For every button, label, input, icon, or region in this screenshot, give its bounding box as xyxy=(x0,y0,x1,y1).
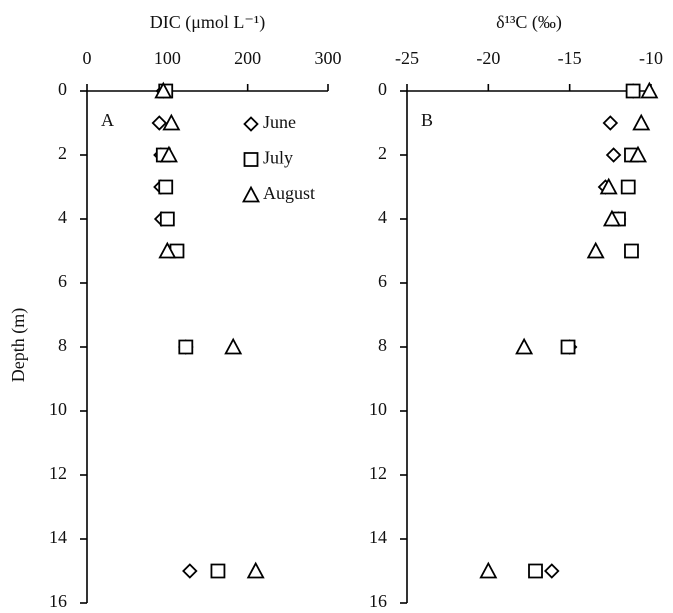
x-tick-label: -20 xyxy=(476,48,500,68)
data-point xyxy=(151,115,168,131)
data-point xyxy=(560,339,576,355)
data-point xyxy=(246,561,265,579)
x-tick-label: -15 xyxy=(558,48,582,68)
data-point xyxy=(158,241,177,259)
y-tick-label: 6 xyxy=(378,271,387,291)
data-point xyxy=(602,115,619,131)
x-tick-label: 100 xyxy=(154,48,181,68)
data-point xyxy=(625,83,641,99)
y-tick-label: 14 xyxy=(369,527,387,547)
x-tick-label: -25 xyxy=(395,48,419,68)
data-point xyxy=(624,243,639,259)
data-point xyxy=(602,209,621,227)
legend-label: June xyxy=(263,112,296,132)
y-tick-label: 0 xyxy=(378,79,387,99)
y-tick-label: 10 xyxy=(369,399,387,419)
data-point xyxy=(162,113,181,131)
data-point xyxy=(599,177,618,195)
data-point xyxy=(528,563,543,579)
panel-label: A xyxy=(101,110,114,130)
data-point xyxy=(158,179,174,195)
y-tick-label: 0 xyxy=(58,79,67,99)
y-tick-label: 2 xyxy=(378,143,387,163)
panel-label: B xyxy=(421,110,433,130)
data-point xyxy=(620,179,636,195)
x-tick-label: 300 xyxy=(315,48,342,68)
data-point xyxy=(640,81,659,99)
y-axis-title: Depth (m) xyxy=(8,308,29,382)
data-point xyxy=(544,563,560,579)
x-tick-label: -10 xyxy=(639,48,663,68)
y-tick-label: 12 xyxy=(49,463,67,483)
y-tick-label: 12 xyxy=(369,463,387,483)
data-point xyxy=(632,113,651,131)
legend-marker xyxy=(241,185,261,203)
data-point xyxy=(515,337,534,355)
data-point xyxy=(182,563,198,579)
legend-marker xyxy=(243,152,259,167)
data-point xyxy=(628,145,647,163)
y-tick-label: 4 xyxy=(58,207,67,227)
data-point xyxy=(605,147,622,163)
data-point xyxy=(178,339,194,355)
y-tick-label: 2 xyxy=(58,143,67,163)
y-tick-label: 16 xyxy=(369,591,387,611)
y-tick-label: 4 xyxy=(378,207,387,227)
x-axis-title: DIC (μmol L⁻¹) xyxy=(150,12,266,33)
x-tick-label: 200 xyxy=(234,48,261,68)
y-tick-label: 8 xyxy=(378,335,387,355)
data-point xyxy=(586,241,605,259)
data-point xyxy=(154,81,173,99)
legend-label: July xyxy=(263,148,293,168)
y-tick-label: 6 xyxy=(58,271,67,291)
data-point xyxy=(479,561,498,579)
y-tick-label: 14 xyxy=(49,527,67,547)
data-point xyxy=(159,145,178,163)
legend-label: August xyxy=(263,183,315,203)
legend-marker xyxy=(243,116,259,132)
y-tick-label: 16 xyxy=(49,591,67,611)
y-tick-label: 8 xyxy=(58,335,67,355)
data-point xyxy=(224,337,243,355)
data-point xyxy=(159,211,175,227)
x-axis-title: δ¹³C (‰) xyxy=(496,12,562,33)
data-point xyxy=(210,563,226,579)
y-tick-label: 10 xyxy=(49,399,67,419)
x-tick-label: 0 xyxy=(83,48,92,68)
